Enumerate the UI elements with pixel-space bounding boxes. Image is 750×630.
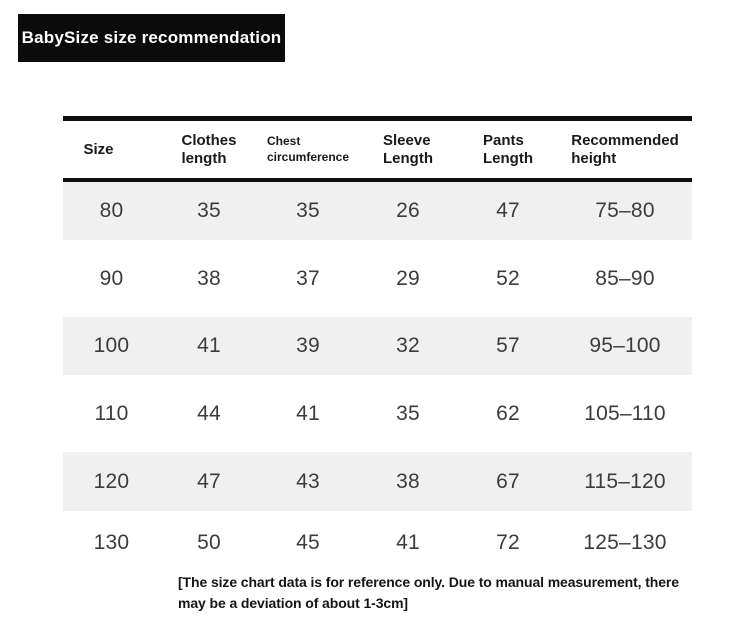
title-badge: BabySize size recommendation [18, 14, 285, 62]
table-cell: 38 [197, 266, 221, 290]
size-cell: 130 [93, 531, 130, 554]
table-cell: 72 [496, 531, 520, 554]
table-top-rule [63, 116, 692, 121]
size-cell: 90 [99, 266, 124, 290]
table-cell: 47 [496, 199, 520, 222]
table-cell: 37 [296, 266, 320, 290]
size-cell: 80 [99, 199, 124, 222]
table-row: 120 47 43 38 67 115–120 [63, 452, 692, 511]
table-cell: 38 [396, 469, 420, 493]
table-header-row: Size Clothes length Chest circumference Sle… [63, 121, 692, 178]
column-header: Clothes length [181, 131, 237, 167]
table-cell: 57 [496, 334, 520, 357]
table-cell: 115–120 [584, 469, 666, 493]
size-cell: 100 [93, 334, 130, 357]
size-cell: 110 [94, 401, 129, 425]
table-cell: 125–130 [583, 531, 667, 554]
table-cell: 43 [296, 469, 320, 493]
table-cell: 85–90 [595, 266, 655, 290]
table-row: 80 35 35 26 47 75–80 [63, 182, 692, 240]
size-table: Size Clothes length Chest circumference Sle… [63, 116, 692, 575]
table-cell: 29 [396, 266, 420, 290]
table-row: 130 50 45 41 72 125–130 [63, 511, 692, 575]
table-cell: 105–110 [584, 401, 666, 425]
table-cell: 67 [496, 469, 520, 493]
table-row: 90 38 37 29 52 85–90 [63, 240, 692, 317]
table-cell: 35 [296, 199, 320, 222]
column-header: Size [83, 140, 114, 158]
table-cell: 44 [197, 401, 221, 425]
table-cell: 75–80 [595, 199, 655, 222]
table-cell: 35 [396, 401, 420, 425]
column-header: Sleeve Length [383, 131, 433, 167]
table-body: 80 35 35 26 47 75–80 90 38 37 29 52 85–90 100 41 39 32 5… [63, 182, 692, 575]
size-cell: 120 [93, 469, 130, 493]
table-row: 110 44 41 35 62 105–110 [63, 375, 692, 452]
column-header: Recommended height [571, 131, 679, 167]
table-cell: 26 [396, 199, 420, 222]
table-cell: 35 [197, 199, 221, 222]
column-header: Pants Length [483, 131, 533, 167]
table-row: 100 41 39 32 57 95–100 [63, 317, 692, 375]
table-cell: 41 [296, 401, 320, 425]
table-cell: 41 [197, 334, 221, 357]
table-cell: 95–100 [589, 334, 661, 357]
table-cell: 50 [197, 531, 221, 554]
page-title: BabySize size recommendation [21, 28, 282, 47]
table-cell: 62 [496, 401, 520, 425]
table-cell: 47 [197, 469, 221, 493]
footer-note: [The size chart data is for reference on… [178, 574, 679, 611]
table-cell: 45 [296, 531, 320, 554]
column-header: Chest circumference [266, 133, 350, 164]
table-cell: 39 [296, 334, 320, 357]
table-cell: 41 [396, 531, 420, 554]
table-cell: 32 [396, 334, 420, 357]
table-cell: 52 [496, 266, 520, 290]
table-header-rule [63, 178, 692, 182]
